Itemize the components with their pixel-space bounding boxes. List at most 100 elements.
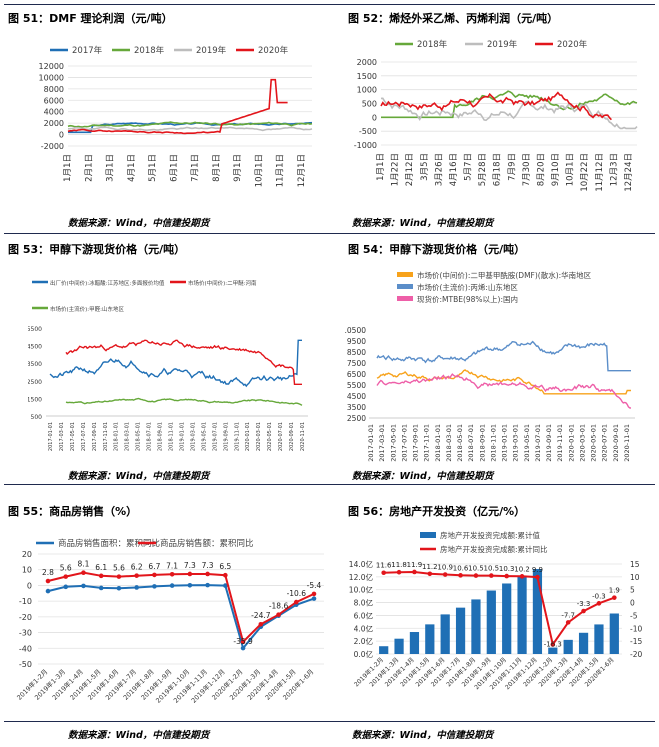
x-tick-label: 5月7日 [464,153,474,181]
y-tick-label: -500 [359,127,377,136]
x-tick-label: 2017-01-01 [48,422,54,451]
data-label: 5.6 [60,564,72,573]
y-tick-label: 8000 [44,85,64,94]
y-tick-label: 4500 [347,392,366,401]
series-line-0 [47,584,315,651]
data-point [116,585,122,591]
x-tick-label: 5月1日 [148,154,158,182]
data-point [81,583,86,589]
chart-housing-sales: 商品房销售面积：累积同比 商品房销售额：累积同比 20 10 0 -10 -20 -30 -40… [15,538,324,705]
series-line-acetic [49,339,302,388]
fig54-source: 数据来源：Wind，中信建投期货 [352,471,494,482]
data-label: -35.9 [233,637,253,646]
x-tick-label: 7月1日 [191,154,201,182]
x-tick-label: 2017-09-01 [92,422,98,451]
x-tick-label: 1月22日 [391,153,401,186]
data-point [205,582,210,588]
data-point [535,574,540,580]
x-tick-label: 2020-07-01 [278,422,284,451]
chart-real-estate-investment: 房地产开发投资完成额:累计值房地产开发投资完成额:累计同比14.0亿12.0亿1… [349,530,643,691]
data-label: 6.1 [95,563,107,572]
y-tick-label: -40 [19,644,32,653]
y-tick-label: 2500 [28,379,42,386]
legend-label: 2017年 [72,45,103,56]
x-tick-label: 2018-07-01 [467,424,475,462]
legend-label: 2018年 [134,45,165,56]
legend-swatch [397,284,413,289]
x-tick-label: 2019-05-01 [201,422,207,451]
x-tick-label: 2017-09-01 [412,424,420,462]
y-tick-label: 12000 [39,62,64,71]
series-line-dmf [376,369,631,395]
x-tick-label: 11月1日 [276,154,286,187]
legend-label: 2020年 [557,39,588,50]
x-tick-label: 2月1日 [84,154,94,182]
fig51-title: 图 51：DMF 理论利润（元/吨） [8,12,173,25]
y-tick-label: -2000 [41,142,64,151]
top-rule [4,4,655,5]
x-tick-label: 2020-03-01 [578,424,586,462]
series-line-formaldehyde [65,397,303,406]
bar [440,614,450,654]
legend-label: 市场价(主流价):丙烯:山东地区 [417,282,518,292]
y-tick-label: 6000 [44,96,64,105]
x-tick-label: 2018-03-01 [125,422,131,451]
x-tick-label: 2017-01-01 [367,424,375,462]
data-point [565,620,571,625]
data-point [458,573,463,578]
fig52-source: 数据来源：Wind，中信建投期货 [352,218,494,229]
y-tick-label: 3500 [347,403,366,412]
data-point [45,578,51,584]
data-label: -24.7 [251,611,271,620]
legend-label: 2019年 [487,39,518,50]
data-point [550,642,556,647]
y-tick-label: 2.0亿 [354,636,374,646]
series-line-2020年 [67,78,288,135]
y-tick-label: -20 [630,650,642,659]
data-point [81,570,86,575]
legend-label: 商品房销售额：累积同比 [160,538,254,549]
series-line-dme [65,339,302,385]
legend-swatch [397,296,413,301]
fig53-source: 数据来源：Wind，中信建投期货 [68,471,210,482]
y-tick-label: 4000 [44,108,64,117]
data-label: 9.9 [532,566,543,574]
data-point [311,596,317,601]
data-label: 8.1 [77,560,89,569]
data-point [152,584,157,589]
y-tick-label: 4.0亿 [354,623,374,633]
x-tick-label: 10月1日 [254,154,264,187]
x-tick-label: 7月9日 [507,153,517,181]
x-tick-label: 2018-01-01 [114,422,120,451]
y-tick-label: 0.0亿 [354,649,374,659]
data-point [240,645,246,651]
data-point [134,573,139,578]
x-tick-label: 2月12日 [405,153,415,186]
data-label: 10.6 [453,564,469,572]
x-tick-label: 2020-03-01 [256,422,262,451]
x-tick-label: 12月3日 [609,153,619,186]
legend-label: 房地产开发投资完成额:累计同比 [440,544,548,554]
legend-label: 2018年 [417,39,448,50]
data-point [381,570,386,576]
data-label: 11.2 [422,563,438,571]
data-point [396,569,402,575]
data-point [98,573,104,579]
y-tick-label: 5 [630,586,635,595]
legend-label: 房地产开发投资完成额:累计值 [440,530,541,540]
data-label: -7.7 [561,611,575,619]
y-tick-label: 0 [27,581,32,590]
data-label: -18.6 [269,602,289,611]
series-line-propylene [376,340,631,372]
series-line-2019年 [67,126,313,132]
data-point [63,584,69,590]
x-tick-label: 2017-05-01 [389,424,397,462]
data-label: 11.9 [407,561,423,569]
x-tick-label: 2017-03-01 [378,424,386,462]
x-tick-label: 3月26日 [434,153,444,186]
data-label: 6.2 [131,563,143,572]
y-tick-label: 14.0亿 [349,559,374,569]
y-tick-label: 3500 [28,361,42,368]
y-tick-label: 500 [362,100,377,109]
data-point [63,574,69,579]
